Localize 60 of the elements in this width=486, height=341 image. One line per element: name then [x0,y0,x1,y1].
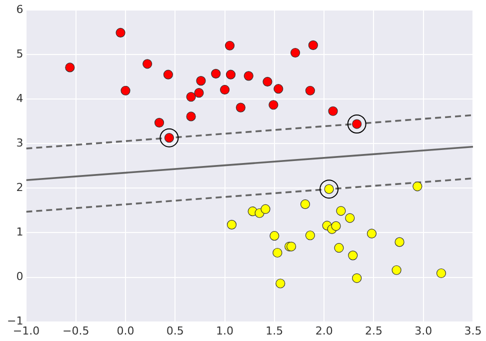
point [274,84,284,94]
point [226,220,237,230]
y-tick-label: 6 [16,2,24,16]
x-tick-label: 3.5 [464,324,482,338]
point [331,221,341,231]
point [305,230,315,240]
point [320,180,339,199]
y-tick-label: 2 [16,181,24,194]
point [352,273,362,283]
point [211,68,221,78]
x-tick-label: 1.5 [266,324,284,338]
x-tick-label: 0.0 [116,324,134,338]
point [260,204,270,214]
point [328,106,338,116]
point [224,40,235,50]
point [336,206,346,216]
y-tick-label: 5 [16,47,24,60]
point [308,40,318,50]
point [436,268,446,278]
point [194,88,204,98]
point [120,86,130,96]
point [305,86,315,96]
y-tick-label: 1 [16,226,24,239]
x-tick-label: 2.5 [364,324,382,338]
point [366,228,377,238]
point [116,28,126,38]
point [196,76,206,86]
y-tick-label: 4 [16,92,24,105]
point [270,231,280,241]
point [226,70,236,80]
point [272,248,282,258]
x-tick-label: 1.0 [216,324,234,338]
point [347,114,366,134]
point [220,84,230,95]
point [348,250,358,260]
point [160,128,179,148]
point [65,62,75,72]
point [268,100,278,110]
point [345,213,355,223]
y-tick-label: 0 [16,270,24,284]
point [300,199,310,210]
point [262,76,272,87]
x-tick-label: −0.5 [62,324,90,338]
point [244,71,254,81]
point [236,102,246,112]
point [186,112,196,122]
point [412,182,422,192]
x-tick-label: 3.0 [414,324,432,338]
point [154,118,164,128]
point [394,237,404,247]
point [163,70,173,80]
y-tick-label: 3 [16,136,24,150]
point [186,92,196,102]
point [290,48,300,58]
point [142,59,152,69]
point [392,265,402,275]
point [276,278,286,288]
point [334,243,344,253]
x-tick-label: 2.0 [315,324,333,338]
x-tick-label: 0.5 [166,324,184,338]
